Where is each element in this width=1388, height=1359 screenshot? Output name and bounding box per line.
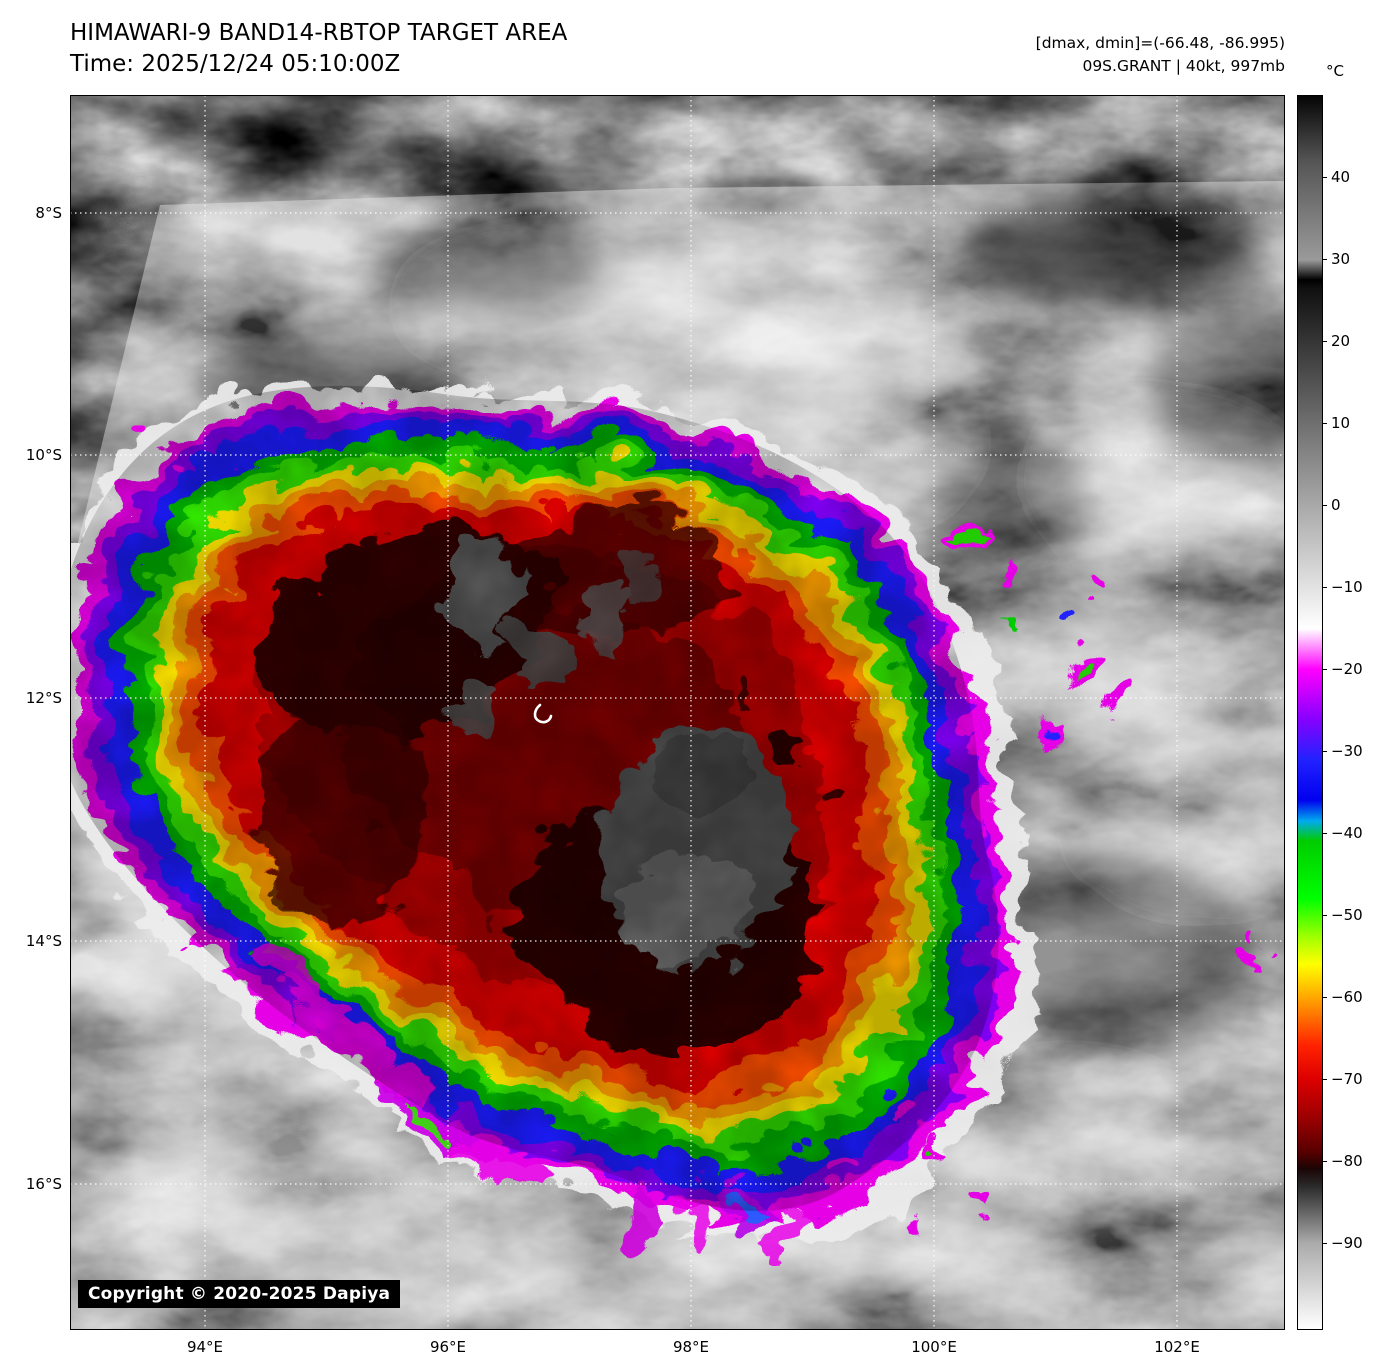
storm-center-marker xyxy=(533,703,553,724)
colorbar-tick: −90 xyxy=(1322,1234,1363,1252)
colorbar-ticks: 40 30 20 10 0 −10 −20 −30 −40 −50 −60 −7… xyxy=(1321,95,1383,1330)
lon-label: 94°E xyxy=(186,1338,224,1356)
colorbar-tick: −70 xyxy=(1322,1070,1363,1088)
colorbar-tick: −40 xyxy=(1322,824,1363,842)
colorbar-tick: 30 xyxy=(1321,250,1351,268)
lon-label: 100°E xyxy=(911,1338,957,1356)
page-title: HIMAWARI-9 BAND14-RBTOP TARGET AREA xyxy=(70,20,568,46)
colorbar-tick: −20 xyxy=(1322,660,1363,678)
map-border xyxy=(70,95,1285,1330)
lon-label: 98°E xyxy=(672,1338,710,1356)
colorbar-tick: 40 xyxy=(1321,168,1351,186)
copyright-badge: Copyright © 2020-2025 Dapiya xyxy=(78,1280,401,1308)
colorbar-tick: 0 xyxy=(1322,496,1341,514)
storm-info-label: 09S.GRANT | 40kt, 997mb xyxy=(1082,57,1285,75)
lat-label: 12°S xyxy=(25,689,62,707)
grid-lines xyxy=(70,95,1285,1330)
colorbar-tick: −60 xyxy=(1322,988,1363,1006)
timestamp-label: Time: 2025/12/24 05:10:00Z xyxy=(70,51,401,77)
lon-label: 102°E xyxy=(1154,1338,1200,1356)
satellite-map: Copyright © 2020-2025 Dapiya xyxy=(70,95,1285,1330)
satellite-image xyxy=(70,95,1285,1330)
lat-label: 14°S xyxy=(25,932,62,950)
lat-label: 16°S xyxy=(25,1175,62,1193)
colorbar-unit-label: °C xyxy=(1326,62,1344,80)
header-right-block: [dmax, dmin]=(-66.48, -86.995) 09S.GRANT… xyxy=(1036,32,1285,78)
colorbar-tick: −30 xyxy=(1322,742,1363,760)
colorbar-tick: 20 xyxy=(1321,332,1351,350)
colorbar-tick: 10 xyxy=(1321,414,1351,432)
lon-label: 96°E xyxy=(429,1338,467,1356)
dmax-dmin-label: [dmax, dmin]=(-66.48, -86.995) xyxy=(1035,34,1285,52)
outer-cold-specks xyxy=(120,417,1259,1222)
colorbar-tick: −50 xyxy=(1322,906,1363,924)
colorbar-gradient xyxy=(1297,95,1323,1330)
colorbar-tick: −80 xyxy=(1322,1152,1363,1170)
colorbar-tick: −10 xyxy=(1322,578,1363,596)
lat-label: 8°S xyxy=(35,204,62,222)
lat-label: 10°S xyxy=(25,446,62,464)
